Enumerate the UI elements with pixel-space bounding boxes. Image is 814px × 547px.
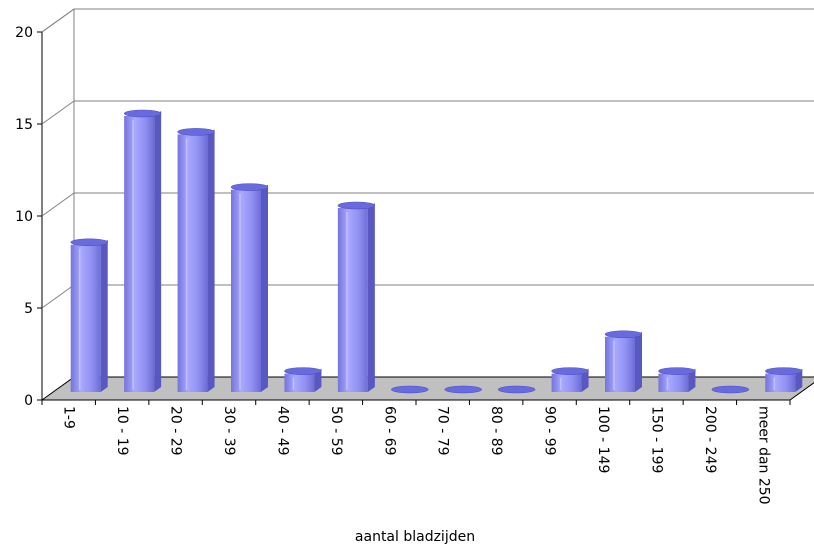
bar-front [551, 373, 582, 392]
y-tick-label: 0 [24, 393, 33, 409]
bar [230, 183, 269, 392]
bar-front [70, 244, 101, 392]
bar-front [177, 134, 208, 392]
bar-front [231, 189, 261, 392]
bar-top [70, 238, 108, 247]
y-tick-label: 10 [15, 209, 33, 225]
bar-front [337, 208, 368, 392]
bar-top [230, 183, 269, 191]
bar [70, 238, 108, 392]
bar-side [154, 111, 162, 392]
bar-top [177, 128, 215, 136]
x-tick-label: 30 - 39 [221, 406, 237, 456]
bar-side [261, 184, 268, 392]
bar [658, 367, 696, 392]
x-tick-label: 150 - 199 [648, 406, 664, 473]
bar-front [124, 116, 155, 392]
bar-side [635, 331, 642, 392]
bar [337, 201, 376, 392]
bar [177, 128, 215, 392]
x-tick-label: 40 - 49 [274, 406, 290, 456]
bar-top [337, 201, 376, 210]
bar-top [604, 330, 643, 339]
bar-side [314, 368, 322, 392]
bar [765, 367, 803, 392]
x-tick-label: 100 - 149 [595, 406, 611, 473]
gridline-side [41, 8, 75, 33]
x-tick-label: 20 - 29 [168, 406, 184, 456]
bar-top [444, 385, 482, 394]
bar-side [795, 368, 803, 392]
bar [497, 385, 536, 394]
x-tick-label: 90 - 99 [542, 406, 558, 456]
bar [391, 385, 429, 394]
bars [70, 109, 803, 394]
x-tick-label: 70 - 79 [435, 406, 451, 456]
bar [444, 385, 482, 394]
x-axis-title: aantal bladzijden [355, 529, 475, 545]
bar-top [765, 367, 803, 375]
bar-front [765, 373, 796, 392]
y-tick-label: 15 [15, 117, 33, 133]
bar-side [688, 368, 696, 392]
bar-side [207, 129, 215, 392]
y-tick-label: 20 [15, 25, 33, 41]
bar [604, 330, 643, 392]
y-tick-label: 5 [24, 301, 33, 317]
x-tick-label: 10 - 19 [114, 406, 130, 456]
bar-front [284, 373, 315, 392]
bar-top [711, 385, 750, 394]
x-axis-ticks: 1-9 10 - 19 20 - 29 30 - 39 40 - 49 50 - 59 60… [41, 400, 791, 505]
bar-front [605, 336, 635, 392]
bar-side [100, 239, 108, 392]
bar-top [658, 367, 696, 375]
x-tick-label: 1-9 [61, 406, 77, 429]
x-tick-label: meer dan 250 [755, 406, 771, 505]
bar [551, 367, 589, 392]
bar [711, 385, 750, 394]
x-tick-label: 60 - 69 [381, 406, 397, 456]
y-axis-ticks: 0 5 10 15 20 [15, 25, 42, 409]
gridline-side [41, 284, 75, 309]
gridline-side [41, 100, 75, 125]
x-tick-label: 80 - 89 [488, 406, 504, 456]
bar-side [367, 203, 375, 392]
bar [123, 109, 162, 392]
bar-top [391, 385, 429, 394]
x-tick-label: 50 - 59 [328, 406, 344, 456]
bar [284, 367, 322, 392]
bar-top [123, 109, 162, 118]
bar-front [658, 373, 689, 392]
bar-top [284, 367, 322, 375]
gridline-side [41, 192, 75, 217]
x-tick-label: 200 - 249 [702, 406, 718, 473]
bar-side [581, 368, 589, 392]
bar-top [551, 367, 589, 375]
bar-top [497, 385, 536, 394]
